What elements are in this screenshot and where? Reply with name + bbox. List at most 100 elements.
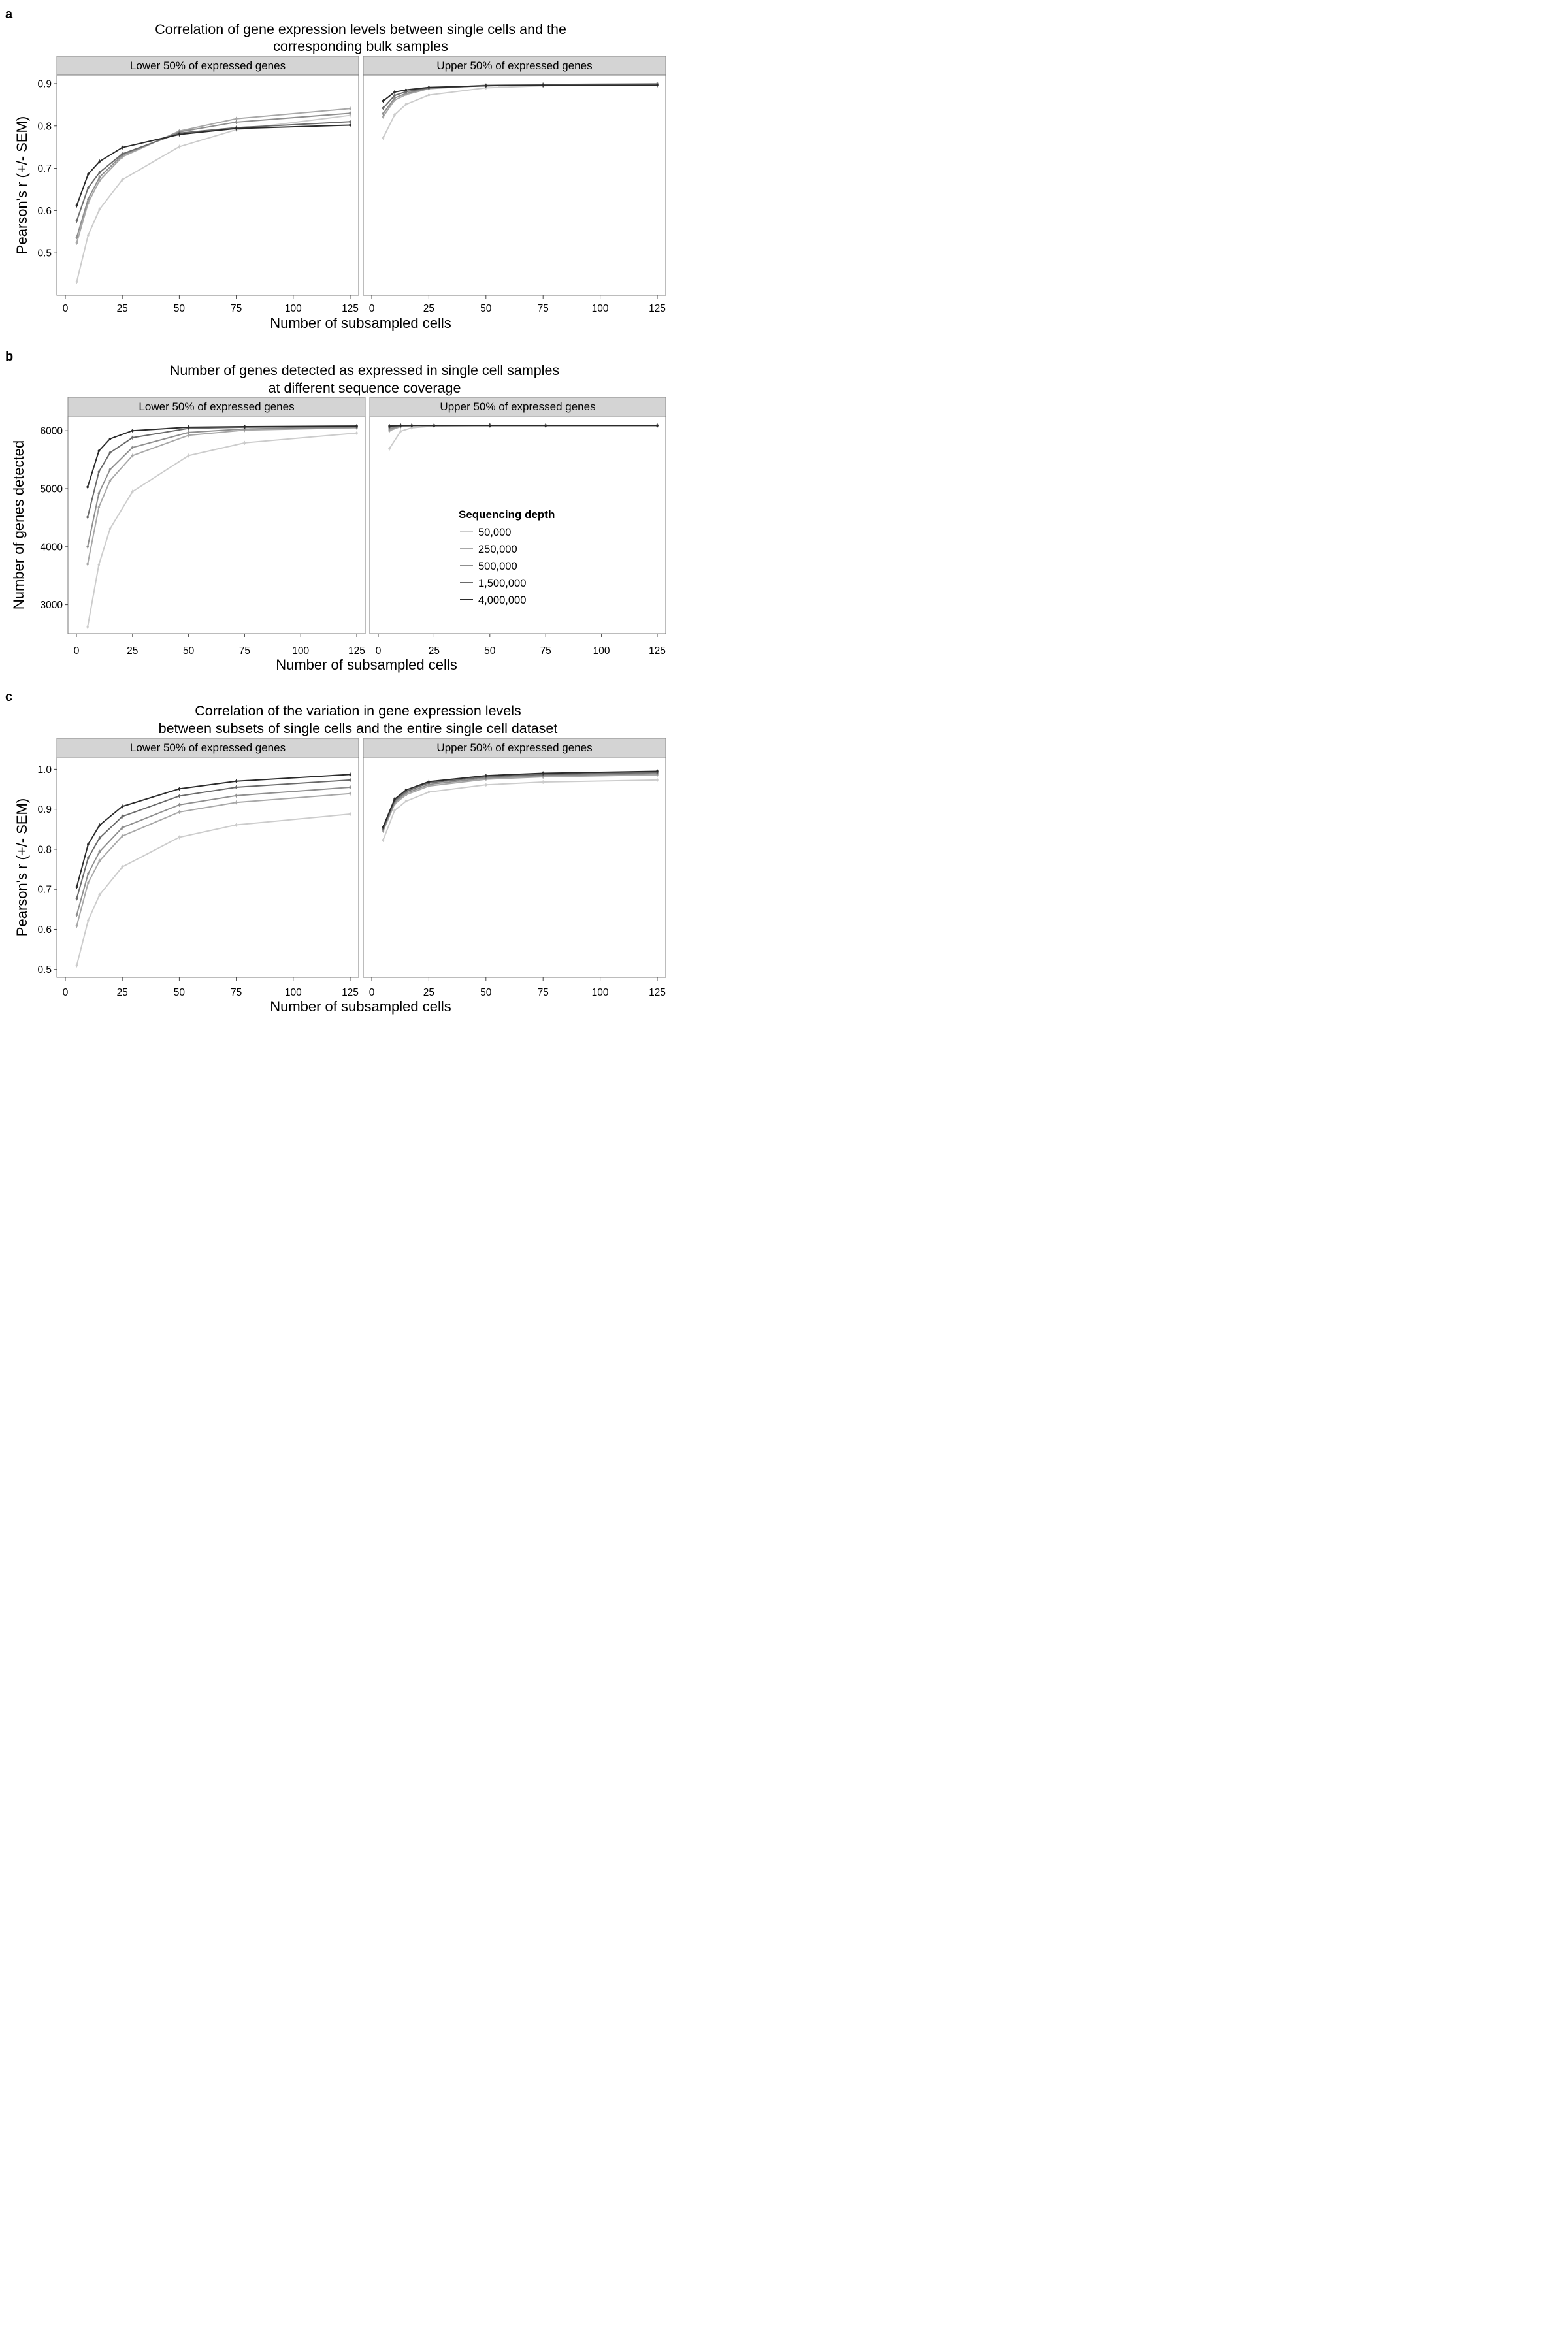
data-point <box>121 834 123 838</box>
data-point <box>393 91 396 93</box>
facet-lower: Lower 50% of expressed genes 0 25 50 75 100 12… <box>41 397 366 657</box>
legend-label: 250,000 <box>478 544 517 555</box>
data-point <box>87 857 90 860</box>
x-tick-label: 75 <box>231 303 242 314</box>
data-point <box>349 123 351 127</box>
facet-strip-label: Upper 50% of expressed genes <box>440 400 595 413</box>
x-tick-label: 0 <box>63 303 69 314</box>
y-tick-label: 6000 <box>41 426 63 437</box>
x-tick-label: 25 <box>429 645 440 657</box>
y-tick-label: 5000 <box>41 484 63 495</box>
data-point <box>98 859 101 862</box>
data-point <box>86 625 89 629</box>
data-point <box>131 446 134 449</box>
x-tick-label: 25 <box>423 303 434 314</box>
data-point <box>433 424 436 427</box>
data-point <box>399 424 402 427</box>
data-point <box>235 786 238 789</box>
data-point <box>108 527 112 531</box>
data-point <box>87 881 90 885</box>
x-tick-label: 25 <box>127 645 138 657</box>
data-point <box>382 115 385 118</box>
y-tick-label: 0.8 <box>37 844 52 855</box>
facet-strip-label: Lower 50% of expressed genes <box>130 742 286 754</box>
data-point <box>97 492 101 495</box>
data-point <box>485 86 487 90</box>
y-axis-title: Number of genes detected <box>10 440 27 610</box>
data-point <box>97 563 101 566</box>
plot-area <box>56 74 359 296</box>
facet-strip-label: Upper 50% of expressed genes <box>436 742 592 754</box>
x-tick-label: 50 <box>174 987 186 998</box>
data-point <box>178 811 181 813</box>
x-tick-label: 0 <box>369 303 375 314</box>
facet-strip <box>363 738 666 758</box>
data-point <box>98 836 101 840</box>
panel-b: b Number of genes detected as expressed i… <box>5 350 666 673</box>
data-point <box>404 789 408 792</box>
data-point <box>393 798 396 801</box>
data-point <box>382 137 385 139</box>
x-tick-label: 125 <box>649 987 666 998</box>
y-tick-label: 0.8 <box>37 121 52 132</box>
data-point <box>485 84 487 88</box>
facet-lower: Lower 50% of expressed genes 0 25 50 75 100 12… <box>37 56 359 314</box>
plot-area <box>363 757 666 978</box>
data-point <box>187 434 190 437</box>
data-point <box>243 442 246 444</box>
data-point <box>382 825 385 828</box>
data-point <box>121 826 123 829</box>
facet-strip-label: Upper 50% of expressed genes <box>436 59 592 72</box>
legend-label: 4,000,000 <box>478 595 526 606</box>
data-point <box>349 792 351 795</box>
data-point <box>75 241 78 244</box>
panel-title-line: at different sequence coverage <box>269 380 461 396</box>
y-tick-label: 0.6 <box>37 924 52 936</box>
data-point <box>98 208 101 211</box>
facet-strip-label: Lower 50% of expressed genes <box>139 400 294 413</box>
data-point <box>349 107 351 110</box>
x-axis-title: Number of subsampled cells <box>276 657 457 673</box>
data-point <box>131 429 134 432</box>
y-tick-label: 0.7 <box>37 163 52 174</box>
y-tick-label: 1.0 <box>37 764 52 776</box>
panel-letter: b <box>5 350 13 364</box>
data-point <box>393 114 396 116</box>
data-point <box>131 490 134 493</box>
data-point <box>121 815 123 818</box>
data-point <box>235 779 238 783</box>
data-point <box>75 885 78 889</box>
data-point <box>656 84 659 87</box>
data-point <box>178 794 181 798</box>
data-point <box>427 93 431 97</box>
data-point <box>349 773 351 776</box>
data-point <box>243 425 246 428</box>
data-point <box>98 179 101 182</box>
y-tick-label: 4000 <box>41 542 63 553</box>
data-point <box>349 114 351 117</box>
data-point <box>178 836 181 839</box>
x-tick-label: 0 <box>376 645 382 657</box>
data-point <box>75 220 78 222</box>
data-point <box>235 823 238 826</box>
x-tick-label: 100 <box>285 987 302 998</box>
panel-title-line: corresponding bulk samples <box>273 39 448 54</box>
data-point <box>86 485 89 489</box>
panel-a: a Correlation of gene expression levels b… <box>5 7 666 331</box>
legend-label: 500,000 <box>478 561 517 572</box>
data-point <box>656 770 659 773</box>
panel-title-line: Number of genes detected as expressed in… <box>170 363 559 378</box>
data-point <box>86 515 89 519</box>
x-tick-label: 125 <box>342 303 359 314</box>
y-tick-label: 0.9 <box>37 78 52 90</box>
data-point <box>656 424 659 427</box>
x-tick-label: 125 <box>342 987 359 998</box>
data-point <box>427 86 431 89</box>
data-point <box>382 106 385 110</box>
plot-area <box>56 757 359 978</box>
data-point <box>75 897 78 900</box>
data-point <box>87 919 90 922</box>
data-point <box>235 127 238 130</box>
data-point <box>87 172 90 176</box>
data-point <box>187 431 190 434</box>
